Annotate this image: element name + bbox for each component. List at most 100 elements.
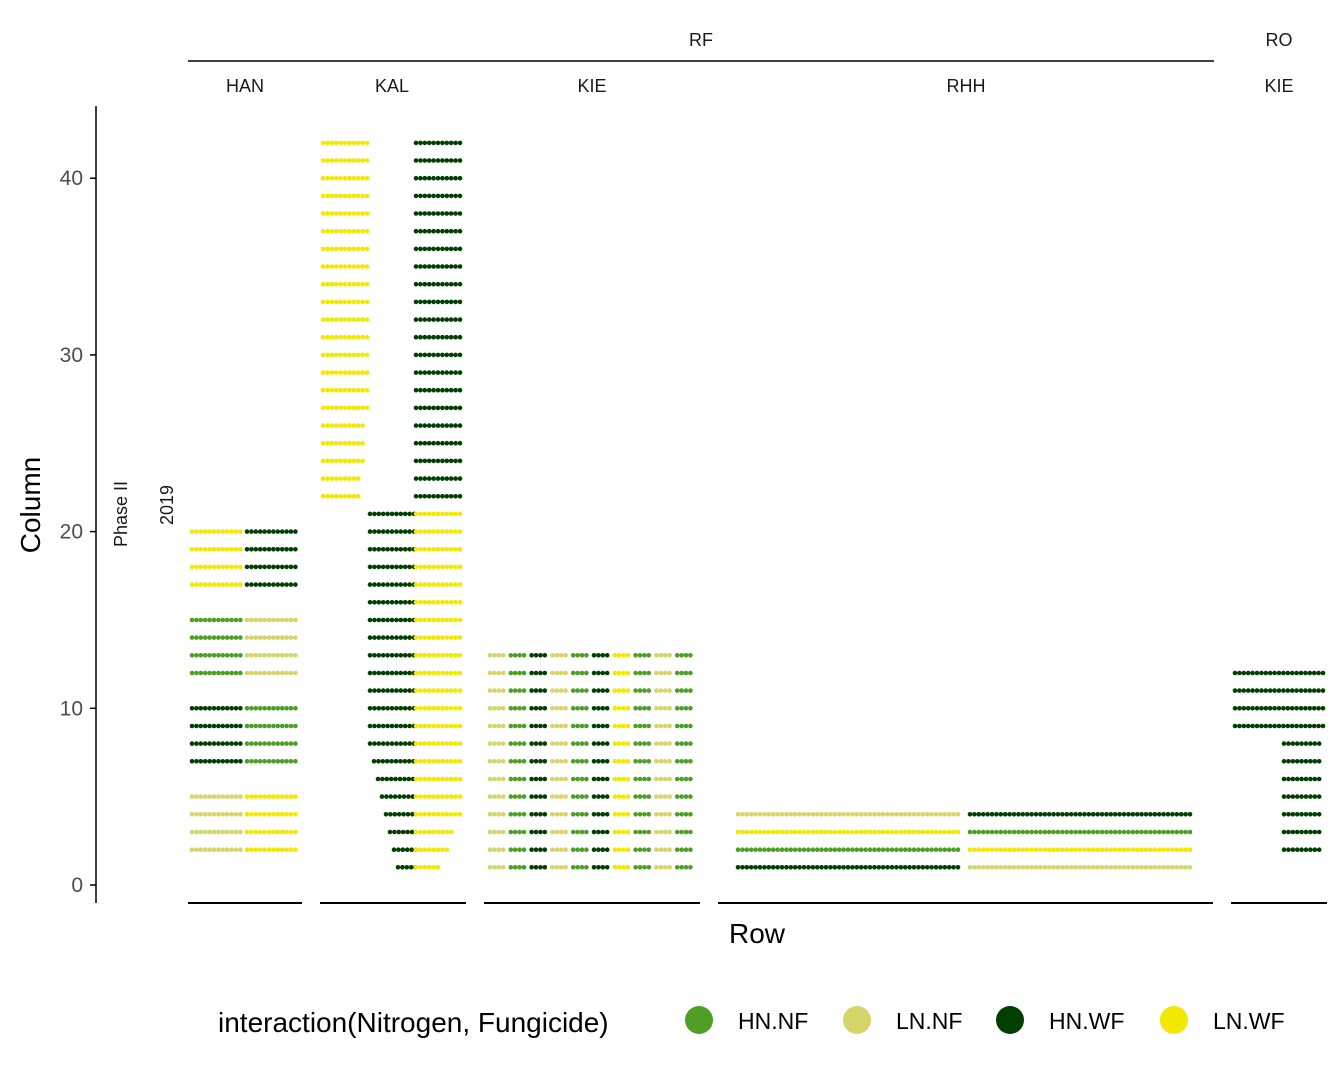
data-point [1263,688,1269,693]
data-point [253,653,259,658]
data-point [533,847,539,852]
data-point [422,140,428,146]
data-point [570,688,576,693]
data-point [1104,812,1109,817]
data-point [413,564,419,570]
data-point [413,405,419,411]
data-point [347,458,352,464]
data-point [529,847,534,852]
data-point [1237,706,1242,711]
data-point [1090,812,1096,817]
data-point [500,670,506,676]
data-point [220,670,226,676]
data-point [679,865,684,870]
data-point [238,635,243,640]
data-point [413,370,419,375]
data-point [394,529,399,534]
data-point [444,829,450,835]
data-point [279,547,285,552]
data-point [1139,812,1144,817]
data-point [1237,723,1242,729]
data-point [211,547,217,552]
data-point [413,334,419,340]
data-point [1130,847,1136,852]
data-point [198,723,204,729]
data-point [533,759,539,764]
data-point [496,759,502,764]
data-point [1307,688,1313,693]
data-point [797,847,802,852]
data-point [492,812,497,817]
data-point [575,794,580,799]
data-point [753,812,758,817]
data-point [1254,723,1260,729]
data-point [202,812,208,817]
data-point [1281,723,1286,729]
data-point [584,829,589,835]
data-point [487,829,493,835]
legend-title: interaction(Nitrogen, Fungicide) [218,1007,609,1038]
data-point [364,405,370,411]
data-point [457,264,463,269]
data-point [570,776,576,782]
data-point [395,865,401,870]
data-point [189,706,195,711]
data-point [1241,706,1247,711]
data-point [612,759,618,764]
data-point [679,706,684,711]
data-point [385,635,390,640]
data-point [933,847,939,852]
data-point [431,617,436,623]
data-point [266,564,272,570]
data-point [413,794,419,799]
data-point [845,847,851,852]
data-point [779,812,785,817]
data-point [1024,865,1030,870]
data-point [376,670,382,676]
data-point [1108,847,1114,852]
data-point [1077,865,1083,870]
data-point [385,688,390,693]
data-point [410,812,415,817]
data-point [584,865,589,870]
data-point [435,511,441,517]
data-point [435,246,441,252]
data-point [266,635,272,640]
data-point [244,635,250,640]
data-point [1117,847,1122,852]
data-point [351,352,357,358]
data-point [418,812,423,817]
data-point [508,723,514,729]
data-point [189,635,195,640]
data-point [320,458,326,464]
data-point [284,829,289,835]
data-point [521,776,527,782]
data-point [457,281,463,287]
data-point [1298,670,1304,676]
data-point [220,794,226,799]
data-point [980,865,986,870]
data-point [288,635,294,640]
data-point [398,529,404,534]
data-point [444,635,450,640]
data-point [224,706,230,711]
data-point [422,564,428,570]
data-point [284,547,289,552]
data-point [889,829,895,835]
data-point [360,387,365,393]
data-point [487,776,493,782]
data-point [911,847,917,852]
data-point [398,547,404,552]
data-point [402,723,408,729]
data-point [1064,847,1070,852]
data-point [1281,670,1286,676]
data-point [413,423,419,428]
data-point [836,812,842,817]
data-point [920,829,926,835]
data-point [972,829,977,835]
data-point [616,794,622,799]
data-point [867,829,873,835]
data-point [591,759,597,764]
data-point [422,334,428,340]
data-point [426,211,432,216]
